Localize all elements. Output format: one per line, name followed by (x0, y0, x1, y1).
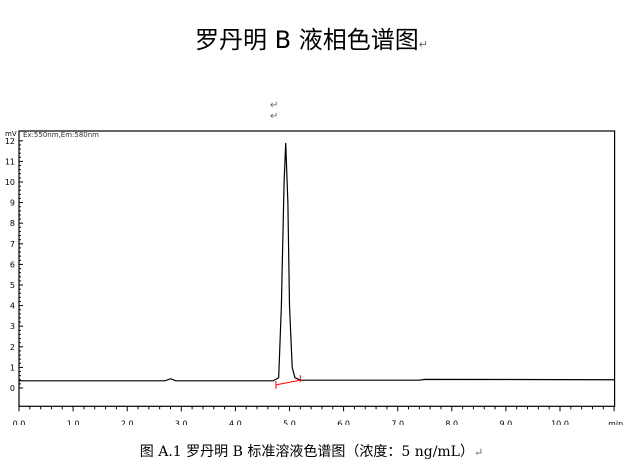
x-tick-label: 3.0 (175, 419, 188, 425)
figure-caption: 图 A.1 罗丹明 B 标准溶液色谱图（浓度：5 ng/mL）↵ (0, 441, 623, 461)
title-text: 罗丹明 B 液相色谱图 (195, 26, 419, 54)
x-tick-label: 4.0 (229, 419, 242, 425)
x-tick-label: 9.0 (500, 419, 513, 425)
y-tick-label: 10 (5, 178, 15, 187)
series-line (19, 142, 615, 382)
paragraph-marks: ↵ ↵ (270, 100, 278, 122)
y-tick-label: 9 (10, 199, 15, 208)
return-mark: ↵ (473, 446, 484, 459)
y-tick-label: 11 (5, 157, 15, 166)
x-tick-label: 10.0 (551, 419, 569, 425)
y-tick-label: 12 (5, 137, 15, 146)
y-tick-label: 7 (10, 240, 15, 249)
x-tick-label: 6.0 (337, 419, 350, 425)
x-tick-label: 0.0 (13, 419, 26, 425)
legend: Ex:550nm,Em:580nm (23, 131, 99, 139)
y-tick-label: 0 (10, 384, 15, 393)
return-mark: ↵ (270, 100, 279, 111)
y-tick-label: 2 (10, 343, 15, 352)
y-tick-label: 3 (10, 322, 15, 331)
y-tick-label: 4 (10, 302, 15, 311)
x-tick-label: 5.0 (283, 419, 296, 425)
x-tick-label: 2.0 (121, 419, 134, 425)
y-tick-label: 6 (10, 260, 15, 269)
return-mark: ↵ (418, 38, 428, 51)
plot-frame (18, 130, 616, 407)
y-axis-label: mV (5, 130, 17, 138)
y-tick-label: 1 (10, 363, 15, 372)
y-tick-label: 5 (10, 281, 15, 290)
integration-baseline (275, 379, 301, 386)
return-mark: ↵ (270, 111, 279, 122)
x-tick-label: 7.0 (391, 419, 404, 425)
x-tick-label: 1.0 (67, 419, 80, 425)
y-tick-label: 8 (10, 219, 15, 228)
caption-text: 图 A.1 罗丹明 B 标准溶液色谱图（浓度：5 ng/mL） (139, 444, 474, 460)
page-title: 罗丹明 B 液相色谱图↵ (0, 20, 623, 55)
x-tick-label: 8.0 (445, 419, 458, 425)
x-axis-label: min (608, 419, 623, 425)
